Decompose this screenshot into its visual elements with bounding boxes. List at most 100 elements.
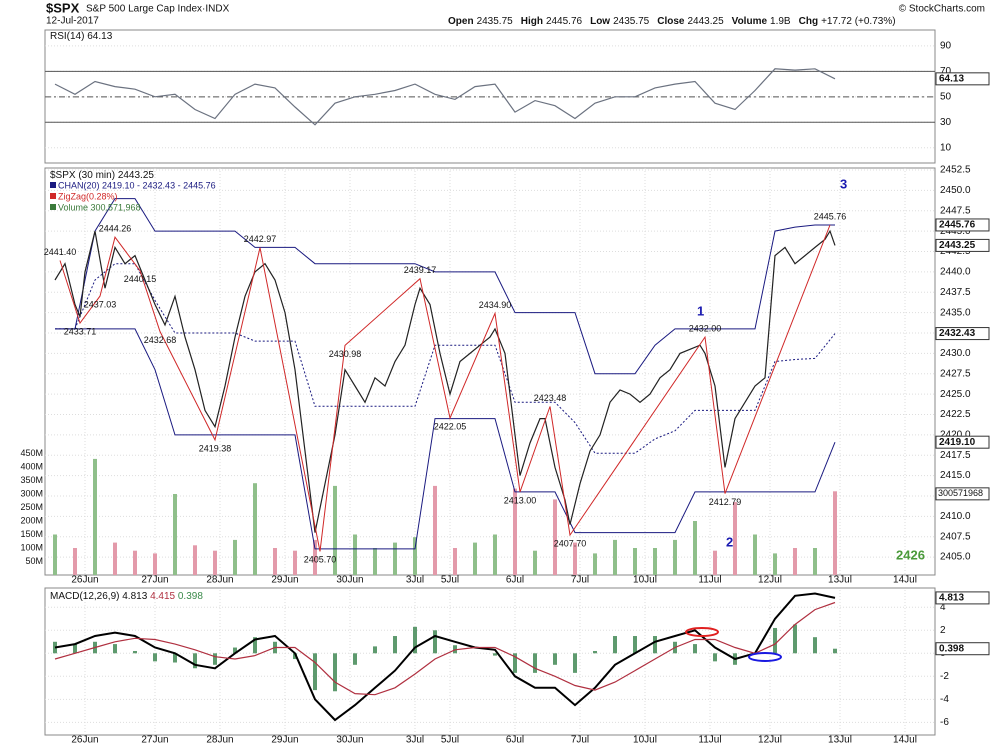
y-tick-label: 2422.5 — [940, 409, 971, 420]
volume-tick-label: 300M — [20, 488, 43, 498]
histogram-bar — [353, 653, 357, 665]
zigzag-label: 2423.48 — [534, 393, 567, 403]
series-line — [54, 229, 836, 533]
volume-tick-label: 150M — [20, 529, 43, 539]
axis-tag-box — [935, 72, 990, 86]
volume-bar — [493, 534, 497, 575]
series-line — [54, 68, 836, 126]
y-tick-label: 2410.0 — [940, 511, 971, 522]
legend-name: $SPX (30 min) — [50, 170, 115, 181]
axis-tag: 2443.25 — [939, 240, 976, 251]
y-tick-label: 2430.0 — [940, 348, 971, 359]
volume-bar — [773, 553, 777, 575]
histogram-bar — [193, 653, 197, 669]
legend-value: 4.415 — [150, 591, 175, 602]
macd-legend: MACD(12,26,9) 4.813 4.415 0.398 — [50, 591, 203, 602]
y-tick-label: 70 — [940, 66, 952, 77]
annotation: 2 — [726, 534, 733, 549]
histogram-bar — [133, 650, 137, 654]
volume-bar — [713, 550, 717, 575]
zigzag-label: 2407.70 — [554, 538, 587, 548]
legend-name: MACD(12,26,9) — [50, 591, 119, 602]
x-tick-label: 6Jul — [506, 575, 524, 586]
volume-bar — [553, 499, 557, 575]
y-tick-label: 2437.5 — [940, 287, 971, 298]
x-tick-label: 26Jun — [71, 575, 98, 586]
y-tick-label: 90 — [940, 41, 952, 52]
y-tick-label: -4 — [940, 694, 949, 705]
x-tick-label: 14Jul — [893, 575, 917, 586]
zigzag-label: 2442.97 — [244, 234, 277, 244]
x-tick-label: 14Jul — [893, 735, 917, 744]
histogram-bar — [433, 630, 437, 654]
volume-tick-label: 100M — [20, 542, 43, 552]
histogram-bar — [233, 647, 237, 654]
volume-bar — [293, 550, 297, 575]
zigzag-label: 2432.68 — [144, 335, 177, 345]
quote-label: Open — [448, 16, 474, 27]
y-tick-label: 2447.5 — [940, 205, 971, 216]
x-tick-label: 13Jul — [828, 735, 852, 744]
zigzag-label: 2432.00 — [689, 323, 722, 333]
y-tick-label: 2407.5 — [940, 531, 971, 542]
x-tick-label: 3Jul — [406, 575, 424, 586]
volume-bar — [73, 548, 77, 575]
legend-value: 2443.25 — [118, 170, 155, 181]
quote-value: 2443.25 — [687, 16, 724, 27]
histogram-bar — [73, 644, 77, 654]
annotation: 2426 — [896, 547, 925, 562]
x-tick-label: 7Jul — [571, 735, 589, 744]
quote-label: High — [521, 16, 543, 27]
volume-bar — [53, 534, 57, 575]
legend-value: 64.13 — [87, 31, 112, 42]
volume-bar — [613, 539, 617, 575]
channel-lower — [55, 328, 836, 550]
x-tick-label: 30Jun — [336, 575, 363, 586]
histogram-bar — [293, 653, 297, 660]
macd-frame — [44, 587, 936, 736]
legend-name: RSI(14) — [50, 31, 84, 42]
channel-middle — [55, 263, 836, 454]
histogram-bar — [153, 653, 157, 662]
zigzag-label: 2433.71 — [64, 327, 97, 337]
volume-bar — [533, 550, 537, 575]
volume-bar — [393, 542, 397, 575]
axis-tag-box — [935, 238, 990, 252]
series-line — [54, 601, 836, 696]
volume-bar — [473, 542, 477, 575]
volume-tick-label: 250M — [20, 502, 43, 512]
volume-tick-label: 50M — [25, 556, 43, 566]
volume-bar — [233, 539, 237, 575]
volume-bar — [453, 548, 457, 575]
zigzag-label: 2430.98 — [329, 349, 362, 359]
zigzag-label: 2439.17 — [404, 265, 437, 275]
volume-bar — [573, 542, 577, 575]
x-tick-label: 11Jul — [698, 575, 721, 586]
zigzag-label: 2441.40 — [44, 247, 77, 257]
y-tick-label: 2435.0 — [940, 307, 971, 318]
axis-tag-box — [935, 435, 990, 449]
volume-bar — [153, 553, 157, 575]
quote-value: 2445.76 — [546, 16, 583, 27]
axis-tag: 2445.76 — [939, 220, 976, 231]
x-tick-label: 11Jul — [698, 735, 721, 744]
zigzag-label: 2434.90 — [479, 300, 512, 310]
volume-bar — [653, 548, 657, 575]
index-name: S&P 500 Large Cap Index·INDX — [86, 4, 230, 15]
axis-tag: 0.398 — [939, 643, 964, 654]
x-tick-label: 10Jul — [633, 575, 657, 586]
y-tick-label: 2427.5 — [940, 368, 971, 379]
volume-bar — [273, 548, 277, 575]
annotation: 3 — [840, 176, 847, 191]
quote-label: Chg — [799, 16, 818, 27]
rsi-legend: RSI(14) 64.13 — [50, 31, 113, 42]
y-tick-label: 2 — [940, 625, 946, 636]
volume-bar — [253, 483, 257, 575]
highlight-ellipse — [748, 652, 782, 662]
x-tick-label: 7Jul — [571, 575, 589, 586]
histogram-bar — [653, 636, 657, 654]
zigzag-label: 2437.03 — [84, 299, 117, 309]
histogram-bar — [593, 650, 597, 654]
histogram-bar — [773, 627, 777, 654]
histogram-bar — [633, 636, 637, 654]
